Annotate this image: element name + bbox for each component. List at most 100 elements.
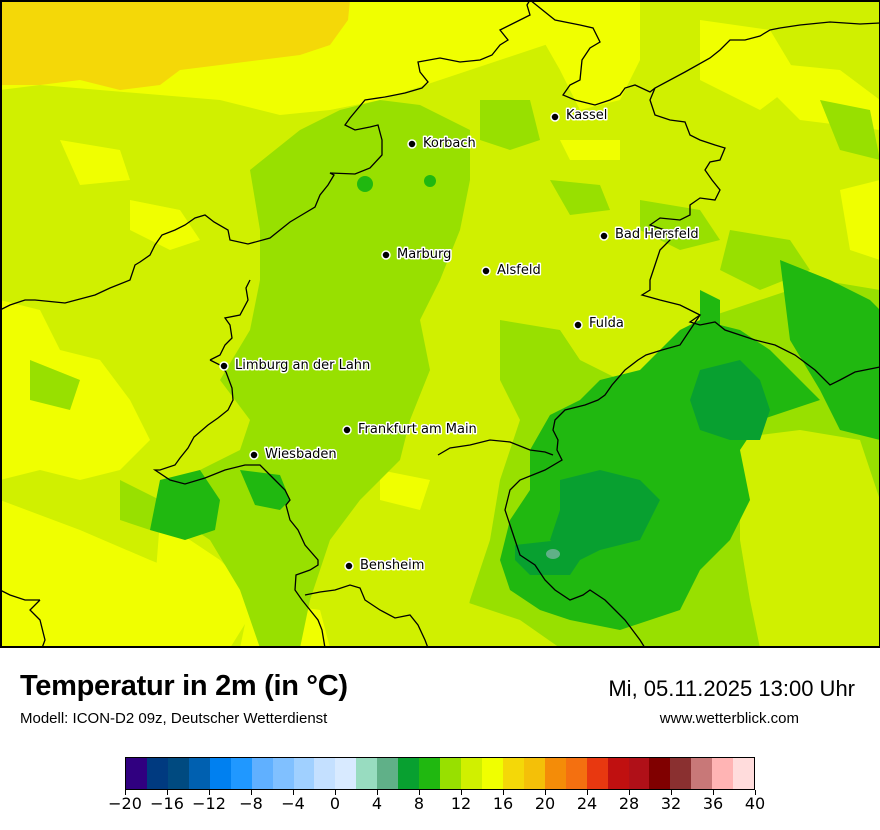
map-title: Temperatur in 2m (in °C) bbox=[20, 670, 348, 702]
state-border-bensheim bbox=[304, 584, 429, 648]
colorbar-tick-label: 36 bbox=[702, 794, 724, 813]
colorbar-segment bbox=[607, 758, 629, 789]
colorbar-segment bbox=[398, 758, 420, 789]
city-frankfurt-am-main[interactable]: Frankfurt am Main bbox=[342, 421, 478, 439]
colorbar-tick-label: 40 bbox=[744, 794, 766, 813]
colorbar-segment bbox=[251, 758, 273, 789]
colorbar-segment bbox=[544, 758, 566, 789]
city-marburg[interactable]: Marburg bbox=[381, 246, 453, 264]
colorbar-segment bbox=[565, 758, 587, 789]
model-source: Modell: ICON-D2 09z, Deutscher Wetterdie… bbox=[20, 710, 328, 727]
colorbar-tick-label: 28 bbox=[618, 794, 640, 813]
colorbar-tick bbox=[124, 790, 126, 795]
temp-band-4-6 bbox=[546, 549, 560, 559]
colorbar-segment bbox=[356, 758, 378, 789]
temp-band-6-8 bbox=[515, 360, 770, 575]
city-bensheim[interactable]: Bensheim bbox=[344, 557, 426, 575]
city-korbach[interactable]: Korbach bbox=[407, 135, 477, 153]
colorbar-segment bbox=[586, 758, 608, 789]
colorbar-segment bbox=[481, 758, 503, 789]
svg-text:Korbach: Korbach bbox=[423, 136, 476, 151]
state-border-south bbox=[437, 314, 701, 648]
svg-text:Fulda: Fulda bbox=[589, 316, 624, 331]
colorbar-segment bbox=[670, 758, 692, 789]
city-markers: Kassel Korbach Bad Hersfeld Marburg Alsf… bbox=[219, 107, 700, 575]
colorbar-tick bbox=[586, 790, 588, 795]
temp-band-18-20 bbox=[0, 0, 350, 90]
state-border-east bbox=[640, 87, 880, 386]
colorbar-tick bbox=[418, 790, 420, 795]
colorbar-segment bbox=[146, 758, 168, 789]
colorbar-segment bbox=[691, 758, 713, 789]
valid-datetime: Mi, 05.11.2025 13:00 Uhr bbox=[608, 676, 855, 701]
colorbar-tick bbox=[670, 790, 672, 795]
colorbar-segment bbox=[377, 758, 399, 789]
colorbar-segment bbox=[649, 758, 671, 789]
colorbar-segment bbox=[733, 758, 755, 789]
colorbar-segment bbox=[440, 758, 461, 789]
city-limburg-an-der-lahn[interactable]: Limburg an der Lahn bbox=[219, 357, 372, 375]
colorbar-tick-label: 8 bbox=[413, 794, 425, 813]
colorbar-tick bbox=[208, 790, 210, 795]
city-wiesbaden[interactable]: Wiesbaden bbox=[249, 446, 338, 464]
colorbar-segment bbox=[230, 758, 252, 789]
colorbar-tick-label: 24 bbox=[576, 794, 598, 813]
colorbar-segment bbox=[126, 758, 147, 789]
map-frame bbox=[0, 0, 880, 648]
colorbar-tick bbox=[712, 790, 714, 795]
colorbar-tick-label: 12 bbox=[450, 794, 472, 813]
svg-text:Bensheim: Bensheim bbox=[360, 558, 424, 573]
city-kassel[interactable]: Kassel bbox=[550, 107, 609, 125]
state-border bbox=[0, 0, 880, 311]
colorbar-segment bbox=[335, 758, 357, 789]
colorbar-tick bbox=[250, 790, 252, 795]
svg-text:Frankfurt am Main: Frankfurt am Main bbox=[358, 422, 477, 437]
svg-text:Alsfeld: Alsfeld bbox=[497, 263, 541, 278]
colorbar-tick-label: −4 bbox=[281, 794, 305, 813]
colorbar-tick-label: 16 bbox=[492, 794, 514, 813]
colorbar-tick bbox=[166, 790, 168, 795]
colorbar-segment bbox=[461, 758, 482, 789]
svg-text:Marburg: Marburg bbox=[397, 247, 451, 262]
colorbar-segment bbox=[188, 758, 210, 789]
colorbar-segment bbox=[314, 758, 336, 789]
colorbar-tick bbox=[460, 790, 462, 795]
colorbar-segment bbox=[293, 758, 315, 789]
colorbar-tick bbox=[292, 790, 294, 795]
colorbar-tick-label: −8 bbox=[239, 794, 263, 813]
website-link[interactable]: www.wetterblick.com bbox=[659, 710, 799, 727]
colorbar-segment bbox=[209, 758, 231, 789]
city-alsfeld[interactable]: Alsfeld bbox=[481, 262, 542, 280]
colorbar-tick bbox=[628, 790, 630, 795]
svg-text:Wiesbaden: Wiesbaden bbox=[265, 447, 337, 462]
city-fulda[interactable]: Fulda bbox=[573, 315, 625, 333]
city-bad-hersfeld[interactable]: Bad Hersfeld bbox=[599, 226, 700, 244]
colorbar-tick-label: −12 bbox=[192, 794, 226, 813]
temperature-map-canvas: Kassel Korbach Bad Hersfeld Marburg Alsf… bbox=[0, 0, 880, 648]
svg-text:Limburg an der Lahn: Limburg an der Lahn bbox=[235, 358, 370, 373]
colorbar-tick-label: 20 bbox=[534, 794, 556, 813]
svg-text:Bad Hersfeld: Bad Hersfeld bbox=[615, 227, 699, 242]
colorbar-ticks: −20 −16 −12 −8 −4 0 4 8 12 16 20 24 28 32 36 40 bbox=[108, 790, 765, 820]
colorbar-segment bbox=[628, 758, 650, 789]
colorbar-segment bbox=[523, 758, 545, 789]
colorbar-tick-label: −20 bbox=[108, 794, 142, 813]
colorbar-tick bbox=[754, 790, 756, 795]
colorbar-segment bbox=[502, 758, 524, 789]
colorbar-segment bbox=[272, 758, 294, 789]
colorbar-segment bbox=[419, 758, 441, 789]
colorbar-tick bbox=[502, 790, 504, 795]
colorbar-tick bbox=[376, 790, 378, 795]
colorbar-tick-label: 32 bbox=[660, 794, 682, 813]
colorbar-tick bbox=[334, 790, 336, 795]
temperature-colorbar bbox=[125, 757, 755, 790]
temperature-map: Kassel Korbach Bad Hersfeld Marburg Alsf… bbox=[0, 0, 880, 648]
state-border-southwest bbox=[0, 279, 326, 648]
svg-text:Kassel: Kassel bbox=[566, 108, 607, 123]
colorbar-tick-label: 0 bbox=[329, 794, 341, 813]
colorbar-segment bbox=[712, 758, 734, 789]
colorbar-segment bbox=[167, 758, 189, 789]
colorbar-tick-label: −16 bbox=[150, 794, 184, 813]
legend-footer: Temperatur in 2m (in °C) Modell: ICON-D2… bbox=[0, 648, 880, 830]
colorbar-tick-label: 4 bbox=[371, 794, 383, 813]
